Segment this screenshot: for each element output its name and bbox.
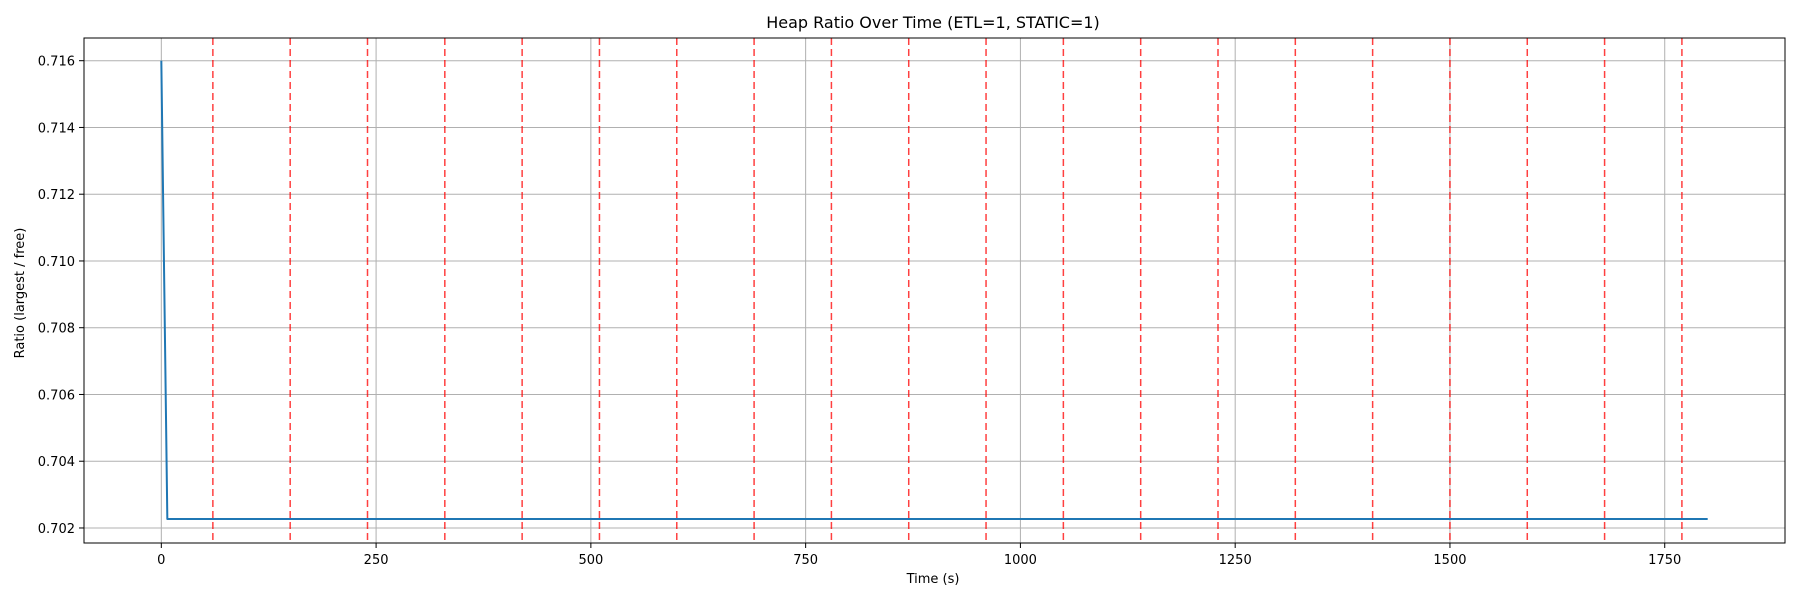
y-tick-label: 0.712 (38, 188, 75, 203)
y-tick-label: 0.704 (38, 455, 75, 470)
chart-title: Heap Ratio Over Time (ETL=1, STATIC=1) (766, 13, 1100, 32)
y-axis-label: Ratio (largest / free) (13, 228, 28, 359)
vertical-markers (212, 38, 1683, 543)
y-tick-label: 0.710 (38, 255, 75, 270)
y-tick-label: 0.716 (38, 55, 75, 70)
y-tick-label: 0.702 (38, 522, 75, 537)
x-tick-label: 500 (578, 553, 603, 568)
x-tick-label: 0 (157, 553, 165, 568)
tick-labels: 0 250 500 750 1000 1250 1500 1750 0.702 0.704 0.70… (38, 55, 1681, 568)
x-tick-label: 750 (793, 553, 818, 568)
x-tick-label: 250 (364, 553, 389, 568)
y-tick-label: 0.706 (38, 388, 75, 403)
series-line (160, 60, 1708, 520)
x-tick-label: 1750 (1648, 553, 1681, 568)
axes (79, 37, 1786, 548)
y-tick-label: 0.714 (38, 121, 75, 136)
x-tick-label: 1000 (1004, 553, 1037, 568)
x-tick-label: 1250 (1219, 553, 1252, 568)
plot-frame (83, 37, 1786, 544)
series-layer (160, 60, 1708, 520)
y-tick-label: 0.708 (38, 322, 75, 337)
x-axis-label: Time (s) (906, 572, 960, 587)
x-tick-label: 1500 (1433, 553, 1466, 568)
